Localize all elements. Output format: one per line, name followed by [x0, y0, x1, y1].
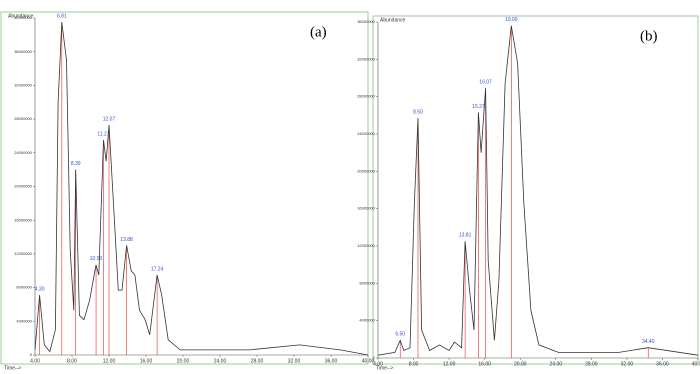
y-tick-label: 36000000 [357, 19, 376, 24]
peak-label: 11.27 [97, 131, 109, 137]
x-tick-label: 32.00 [288, 358, 301, 364]
panel-label: (a) [310, 24, 327, 40]
x-tick-label: 20.00 [514, 361, 527, 367]
y-tick-label: 28000000 [14, 116, 33, 121]
x-tick-label: 32.00 [621, 361, 634, 367]
y-tick-label: 4000000 [359, 318, 375, 323]
y-tick-label: 40000000 [14, 15, 33, 20]
y-axis-label: Abundance [8, 13, 34, 19]
x-tick-label: 24.00 [550, 361, 563, 367]
peak-label: 10.50 [90, 256, 103, 262]
peak-label: 12.07 [103, 116, 116, 122]
peak-label: 8.39 [71, 161, 81, 167]
peak-label: 6.50 [395, 332, 405, 338]
y-tick-label: 16000000 [357, 206, 376, 211]
y-tick-label: 24000000 [14, 150, 33, 155]
x-axis-label: Time--> [376, 365, 393, 371]
x-tick-label: 8.00 [67, 358, 77, 364]
y-tick-label: 0 [30, 352, 33, 357]
x-tick-label: 24.00 [214, 358, 227, 364]
peak-label: 17.24 [151, 266, 164, 272]
peak-label: 15.27 [472, 104, 485, 110]
y-tick-label: 20000000 [357, 168, 376, 173]
y-tick-label: 28000000 [357, 94, 376, 99]
y-tick-label: 8000000 [359, 280, 375, 285]
y-tick-label: 12000000 [14, 251, 33, 256]
peak-label: 16.07 [479, 80, 492, 86]
peak-label: 19.00 [505, 17, 518, 23]
x-tick-label: 28.00 [251, 358, 264, 364]
y-tick-label: 4000000 [16, 318, 32, 323]
x-tick-label: 16.00 [478, 361, 491, 367]
peak-label: 34.40 [642, 339, 655, 345]
peak-label: 13.88 [120, 237, 133, 243]
panel-frame [0, 11, 369, 365]
y-tick-label: 32000000 [357, 56, 376, 61]
x-tick-label: 36.00 [656, 361, 669, 367]
y-tick-label: 8000000 [16, 285, 32, 290]
x-tick-label: 8.00 [409, 361, 419, 367]
panel-frame [372, 15, 699, 365]
x-tick-label: 12.00 [103, 358, 116, 364]
x-tick-label: 16.00 [140, 358, 153, 364]
y-tick-label: 16000000 [14, 217, 33, 222]
x-tick-label: 12.00 [443, 361, 456, 367]
chromatogram-line [34, 22, 369, 356]
y-axis-label: Abundance [380, 17, 406, 23]
y-tick-label: 36000000 [14, 49, 33, 54]
peak-label: 13.81 [459, 233, 472, 239]
peak-label: 8.50 [413, 109, 423, 115]
chromatogram-line [377, 25, 699, 356]
y-tick-label: 12000000 [357, 243, 376, 248]
y-tick-label: 20000000 [14, 184, 33, 189]
x-tick-label: 40.00 [692, 361, 700, 367]
y-tick-label: 0 [373, 355, 376, 360]
peak-label: 6.81 [57, 14, 67, 20]
peak-label: 4.30 [35, 287, 45, 293]
x-tick-label: 28.00 [585, 361, 598, 367]
x-tick-label: 36.00 [325, 358, 338, 364]
panel-label: (b) [640, 28, 658, 44]
x-tick-label: 20.00 [177, 358, 190, 364]
x-tick-label: 4.00 [30, 358, 40, 364]
y-tick-label: 24000000 [357, 131, 376, 136]
y-tick-label: 32000000 [14, 82, 33, 87]
x-axis-label: Time--> [4, 365, 21, 371]
x-tick-label: 4.00 [373, 361, 383, 367]
x-tick-label: 40.00 [362, 358, 375, 364]
